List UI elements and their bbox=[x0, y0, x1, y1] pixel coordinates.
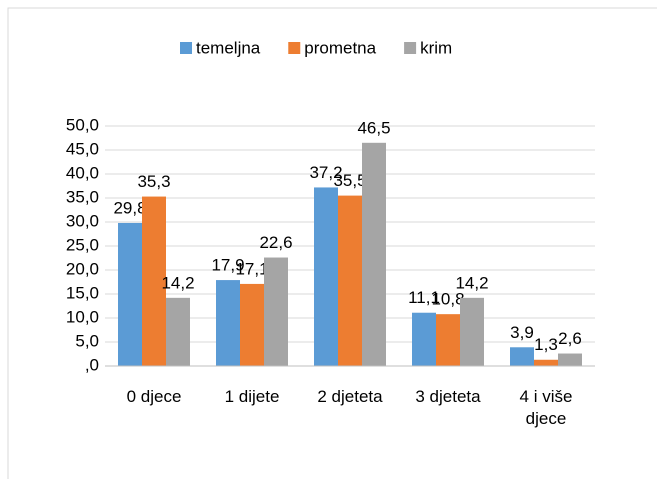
bar bbox=[338, 195, 362, 366]
data-label: 10,8 bbox=[431, 290, 464, 309]
y-tick-label: ,0 bbox=[85, 355, 99, 374]
bar bbox=[510, 347, 534, 366]
data-label: 29,8 bbox=[113, 198, 146, 217]
bar bbox=[264, 257, 288, 366]
data-label: 46,5 bbox=[357, 118, 390, 137]
bar bbox=[118, 222, 142, 366]
y-tick-label: 15,0 bbox=[66, 283, 99, 302]
bar bbox=[460, 297, 484, 366]
data-label: 17,9 bbox=[211, 256, 244, 275]
data-label: 22,6 bbox=[259, 233, 292, 252]
bar bbox=[166, 297, 190, 366]
y-tick-label: 10,0 bbox=[66, 307, 99, 326]
legend-swatch bbox=[180, 42, 192, 54]
y-tick-label: 50,0 bbox=[66, 115, 99, 134]
bar bbox=[412, 312, 436, 366]
legend-label: temeljna bbox=[196, 38, 261, 57]
data-label: 1,3 bbox=[534, 335, 558, 354]
data-label: 35,3 bbox=[137, 172, 170, 191]
data-label: 11,1 bbox=[408, 288, 440, 307]
legend-label: prometna bbox=[304, 38, 376, 57]
x-tick-label: 2 djeteta bbox=[317, 387, 383, 406]
y-tick-label: 45,0 bbox=[66, 139, 99, 158]
bar bbox=[558, 353, 582, 366]
x-tick-label: 1 dijete bbox=[224, 387, 280, 406]
data-label: 37,2 bbox=[309, 163, 342, 182]
x-tick-label: 0 djece bbox=[126, 387, 182, 406]
bar bbox=[216, 280, 240, 366]
bar bbox=[534, 359, 558, 366]
legend-swatch bbox=[288, 42, 301, 54]
legend-swatch bbox=[404, 42, 417, 54]
bar bbox=[314, 187, 338, 366]
y-tick-label: 5,0 bbox=[75, 331, 99, 350]
y-tick-label: 20,0 bbox=[66, 259, 99, 278]
bar bbox=[240, 283, 264, 366]
legend-label: krim bbox=[420, 38, 452, 57]
chart-border bbox=[7, 7, 657, 479]
y-tick-label: 30,0 bbox=[66, 211, 99, 230]
bar bbox=[362, 142, 386, 366]
data-label: 35,5 bbox=[333, 171, 366, 190]
data-label: 3,9 bbox=[510, 323, 534, 342]
data-label: 14,2 bbox=[455, 273, 488, 292]
y-tick-label: 25,0 bbox=[66, 235, 99, 254]
x-tick-label: 4 i više djece bbox=[519, 387, 573, 428]
y-tick-label: 40,0 bbox=[66, 163, 99, 182]
data-label: 14,2 bbox=[161, 273, 194, 292]
data-label: 2,6 bbox=[558, 329, 582, 348]
x-tick-label: 3 djeteta bbox=[415, 387, 481, 406]
bar bbox=[142, 196, 166, 366]
data-label: 17,1 bbox=[235, 259, 268, 278]
y-tick-label: 35,0 bbox=[66, 187, 99, 206]
bar bbox=[436, 314, 460, 366]
